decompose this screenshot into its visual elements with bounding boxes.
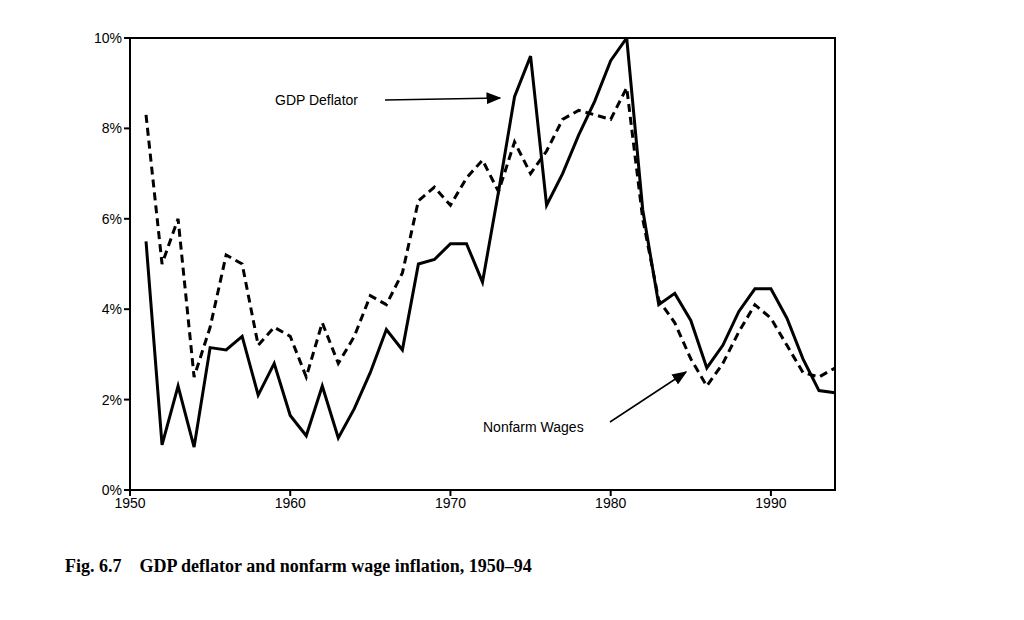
- svg-text:Nonfarm Wages: Nonfarm Wages: [483, 419, 584, 435]
- svg-text:8%: 8%: [102, 120, 122, 136]
- svg-text:4%: 4%: [102, 301, 122, 317]
- svg-text:GDP Deflator: GDP Deflator: [275, 92, 358, 108]
- svg-text:1990: 1990: [755, 495, 786, 511]
- svg-text:1950: 1950: [114, 494, 146, 511]
- html-text:Fig. 6.7 GDP deflator and nonf: Fig. 6.7 GDP deflator and nonfarm wage i…: [65, 556, 532, 576]
- svg-text:1970: 1970: [435, 495, 466, 511]
- svg-text:0%: 0%: [102, 482, 122, 498]
- svg-text:6%: 6%: [102, 211, 122, 227]
- svg-text:1980: 1980: [595, 495, 626, 511]
- svg-text:10%: 10%: [94, 30, 122, 46]
- svg-text:2%: 2%: [102, 392, 122, 408]
- svg-text:1960: 1960: [275, 495, 306, 511]
